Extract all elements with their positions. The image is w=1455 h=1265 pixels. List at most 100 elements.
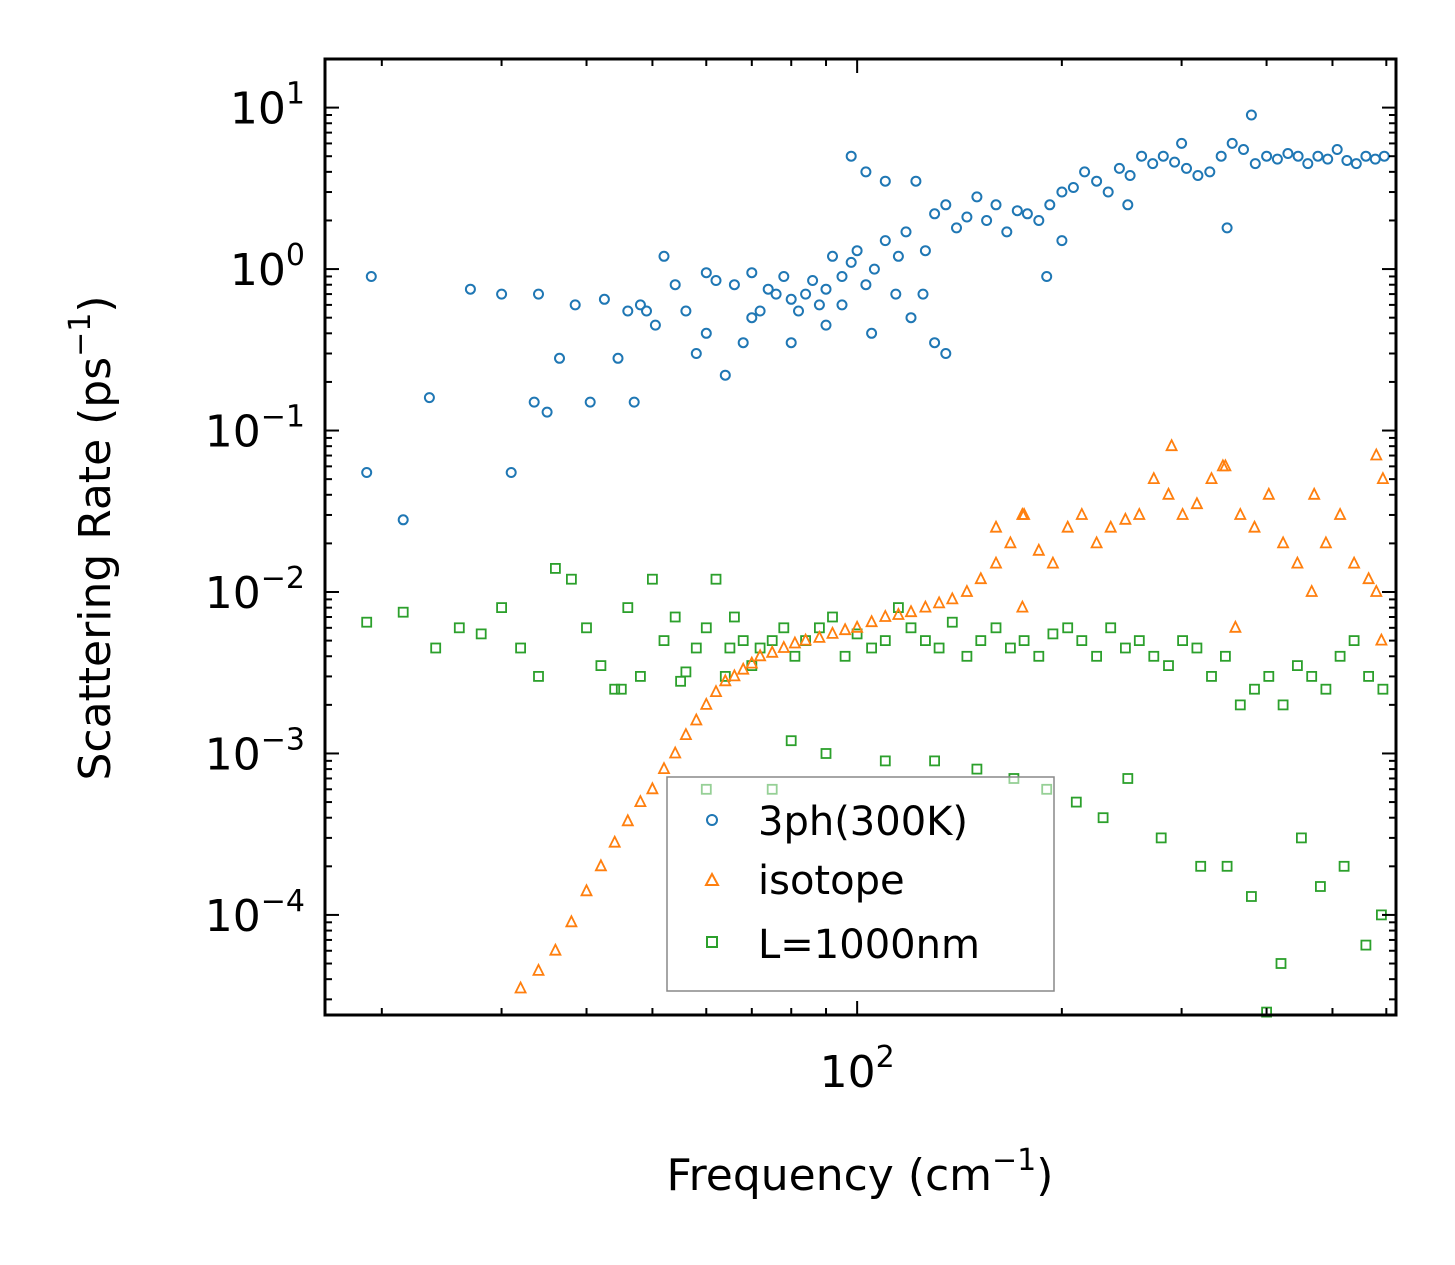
triangle-point [1162,486,1175,500]
circle-point [584,396,596,408]
triangle-point [753,648,767,662]
square-point [647,573,658,585]
series-1 [514,438,1390,994]
circle-point [628,396,640,408]
circle-point [746,312,758,324]
circle-point [1044,199,1056,211]
y-tick-label: 10−3 [205,722,305,780]
circle-point [423,392,435,404]
circle-point [1056,235,1068,247]
circle-point [1079,166,1091,178]
triangle-point [1290,555,1304,569]
y-tick-base: 10 [230,245,286,296]
circle-point [1350,158,1362,170]
circle-point [940,199,952,211]
square-point [1348,635,1360,646]
circle-point [1378,150,1390,162]
triangle-point [838,622,852,636]
circle-point [1312,150,1324,162]
triangle-point [633,794,647,807]
triangle-point [718,673,732,687]
triangle-point [1362,571,1376,585]
triangle-point [1276,535,1290,549]
square-point [879,635,891,646]
triangle-point [1132,506,1146,520]
circle-point [971,191,983,203]
circle-point [890,288,902,300]
circle-point [1369,153,1381,165]
circle-point [737,337,749,349]
triangle-point [1015,599,1029,613]
circle-point [879,175,891,187]
circle-point [961,211,973,223]
triangle-point [1347,555,1361,569]
square-point [778,622,790,634]
square-point [785,735,797,747]
circle-point [990,199,1002,211]
circle-point [1204,166,1216,178]
square-point [669,611,681,623]
circle-point [641,305,652,317]
circle-point [785,337,797,349]
circle-point [1282,148,1294,159]
circle-point [1091,175,1103,187]
circle-point [762,283,774,295]
square-point [1148,650,1160,662]
square-point [453,622,465,634]
square-point [839,650,851,662]
square-point [496,602,508,613]
circle-point [940,348,952,359]
circle-point [845,256,857,268]
circle-point [528,396,540,408]
square-point [622,602,634,613]
circle-point [1124,170,1136,181]
triangle-point [727,668,741,682]
circle-point [929,337,941,349]
triangle-point [564,914,578,928]
square-point [1249,683,1260,695]
square-point [1377,683,1389,695]
circle-point [929,208,941,220]
triangle-point [960,583,974,597]
circle-point [1122,199,1134,211]
triangle-point [1190,496,1204,510]
triangle-point [1075,506,1089,520]
y-tick-exponent: 1 [286,77,305,112]
square-point [827,611,838,623]
square-point [1070,796,1082,808]
circle-point [464,283,476,295]
triangle-point [736,661,750,675]
triangle-point [1307,486,1321,500]
y-tick-exponent: 0 [286,238,305,273]
square-point [920,635,931,646]
square-point [971,763,983,775]
triangle-point [799,632,813,646]
circle-point [1067,182,1079,193]
triangle-point [1376,471,1390,484]
square-point [397,606,409,618]
square-point [1033,650,1045,662]
square-point [1122,773,1134,784]
square-point [990,622,1002,634]
triangle-point [1262,486,1276,500]
circle-point [361,467,373,478]
square-point [905,622,917,634]
circle-point [1226,137,1238,149]
y-tick-exponent: −3 [261,722,305,757]
triangle-point [1233,506,1247,520]
circle-point [1271,153,1283,165]
circle-point [1157,150,1169,162]
circle-point [800,288,812,300]
square-point [737,635,749,646]
square-point [1155,832,1167,844]
square-point [1292,660,1303,671]
y-tick-base: 10 [205,407,261,458]
triangle-point [1205,471,1218,484]
triangle-point [1369,447,1383,461]
square-point [820,748,832,759]
square-point [893,602,904,613]
square-point [1360,939,1372,951]
legend: 3ph(300K) isotope L=1000nm [666,776,1055,992]
circle-point [1360,150,1372,162]
